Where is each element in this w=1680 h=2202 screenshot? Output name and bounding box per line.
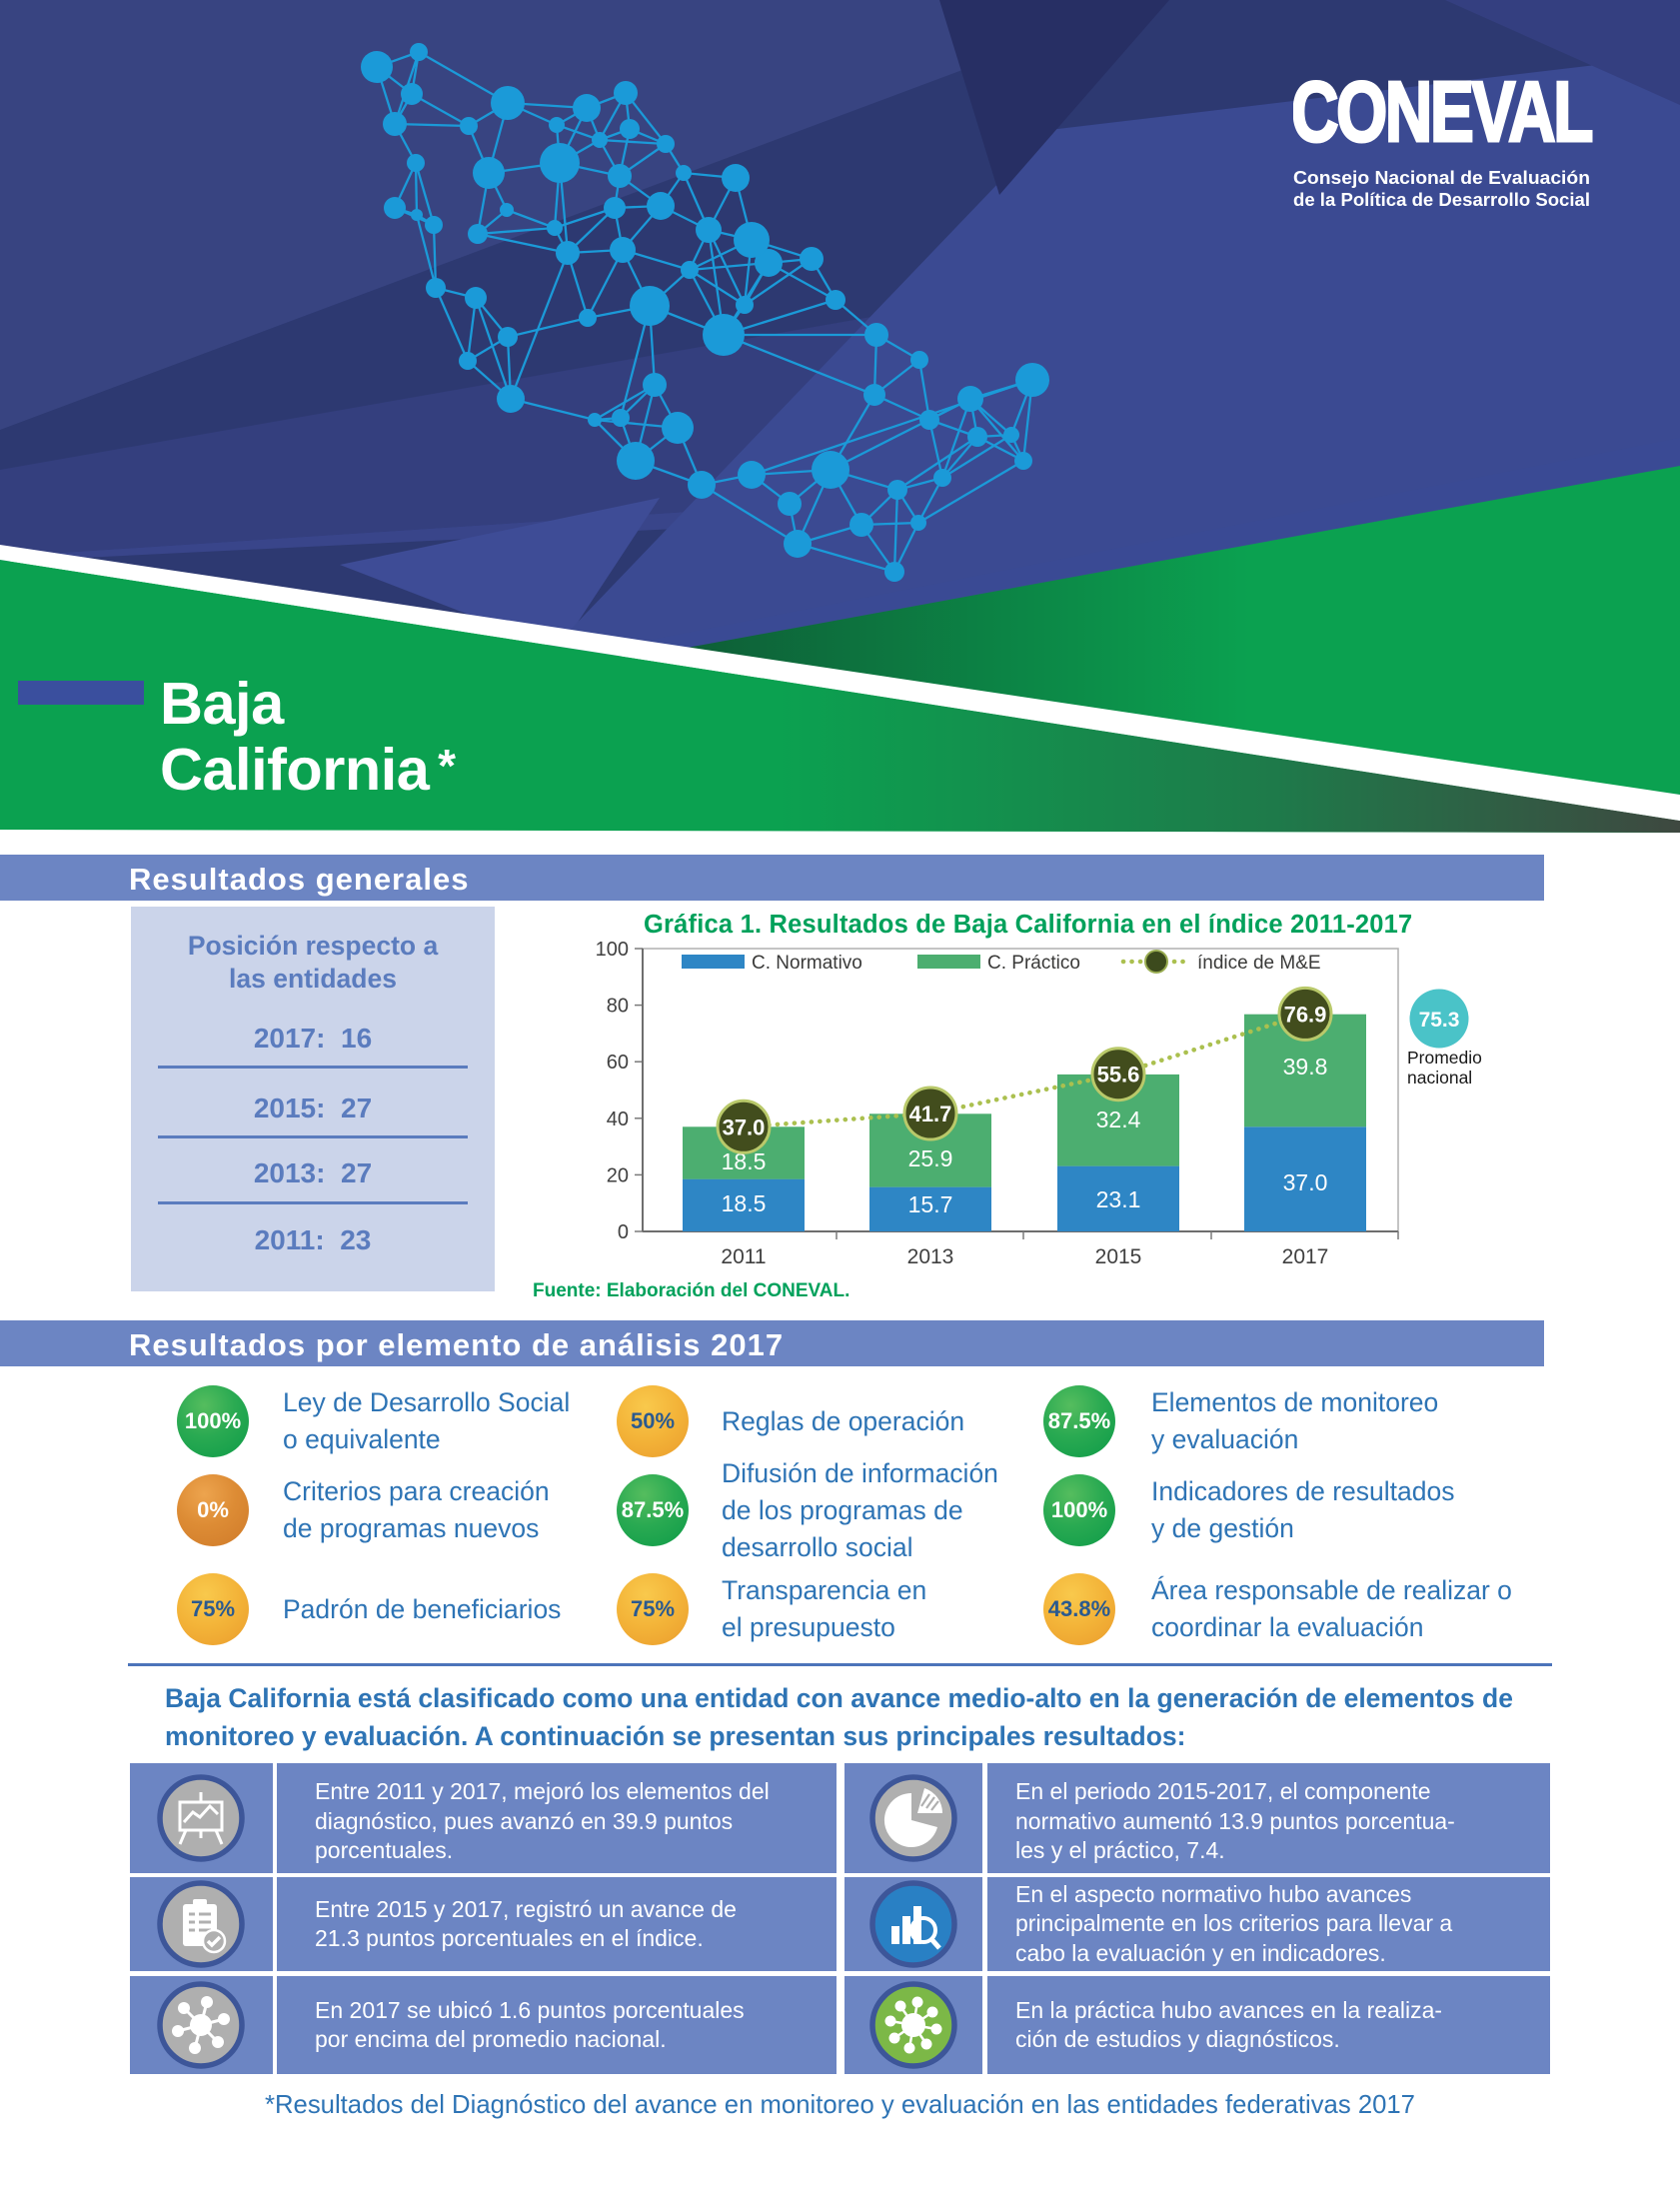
svg-text:CONEVAL: CONEVAL	[1293, 78, 1592, 160]
svg-text:Consejo Nacional de Evaluación: Consejo Nacional de Evaluación	[1293, 167, 1590, 188]
svg-text:Fuente: Elaboración del CONEVA: Fuente: Elaboración del CONEVAL.	[533, 1280, 849, 1301]
svg-text:2015: 2015	[1095, 1245, 1142, 1268]
svg-text:nacional: nacional	[1407, 1068, 1472, 1088]
svg-text:2013: 2013	[907, 1245, 954, 1268]
svg-text:55.6: 55.6	[1097, 1063, 1140, 1088]
svg-text:C. Práctico: C. Práctico	[987, 953, 1080, 974]
svg-text:18.5: 18.5	[722, 1190, 767, 1216]
svg-text:Gráfica 1. Resultados de Baja: Gráfica 1. Resultados de Baja California…	[644, 911, 1412, 939]
svg-text:76.9: 76.9	[1284, 1002, 1327, 1027]
svg-text:39.8: 39.8	[1283, 1054, 1328, 1080]
svg-text:2017: 2017	[1282, 1245, 1329, 1268]
svg-text:Promedio: Promedio	[1407, 1048, 1482, 1068]
svg-text:41.7: 41.7	[909, 1101, 952, 1126]
svg-text:0: 0	[618, 1221, 629, 1243]
svg-text:2011: 2011	[721, 1245, 766, 1268]
svg-text:C. Normativo: C. Normativo	[752, 953, 862, 974]
svg-text:índice de M&E: índice de M&E	[1197, 953, 1321, 974]
svg-text:37.0: 37.0	[1283, 1169, 1328, 1195]
svg-text:23.1: 23.1	[1096, 1186, 1141, 1212]
svg-text:75.3: 75.3	[1419, 1009, 1460, 1032]
svg-text:25.9: 25.9	[908, 1145, 953, 1171]
svg-text:80: 80	[607, 996, 629, 1018]
svg-text:15.7: 15.7	[908, 1191, 953, 1217]
svg-text:40: 40	[607, 1108, 629, 1130]
svg-text:100: 100	[596, 939, 629, 961]
svg-text:37.0: 37.0	[723, 1114, 766, 1139]
svg-text:de la Política de Desarrollo S: de la Política de Desarrollo Social	[1293, 189, 1590, 210]
svg-text:32.4: 32.4	[1096, 1106, 1141, 1132]
svg-text:60: 60	[607, 1052, 629, 1074]
svg-text:20: 20	[607, 1164, 629, 1186]
